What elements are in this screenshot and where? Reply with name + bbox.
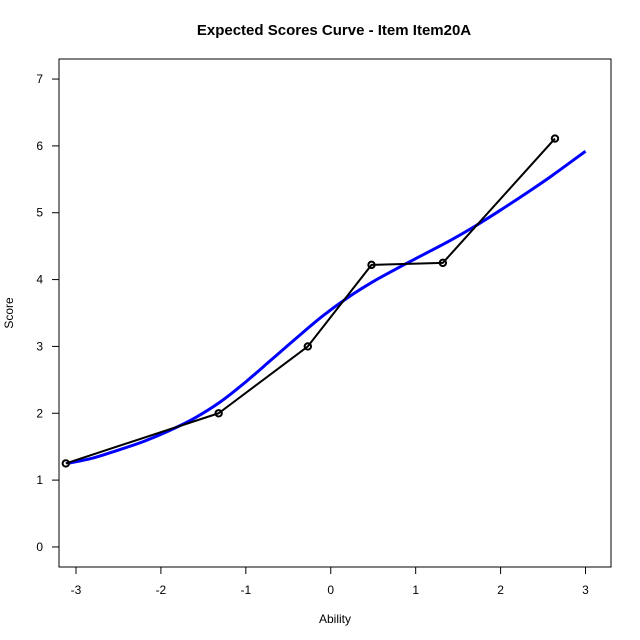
y-tick-label: 3 — [36, 339, 43, 353]
observed-score-point — [367, 260, 376, 270]
y-tick-label: 5 — [36, 206, 43, 220]
y-tick-label: 1 — [36, 473, 43, 487]
x-tick-label: 1 — [412, 583, 419, 597]
y-tick-label: 7 — [36, 72, 43, 86]
y-axis: 0 1 2 3 4 5 6 7 — [36, 72, 59, 554]
x-tick-label: 3 — [582, 583, 589, 597]
x-tick-label: 2 — [497, 583, 504, 597]
y-tick-label: 2 — [36, 406, 43, 420]
y-tick-label: 6 — [36, 139, 43, 153]
observed-score-point — [303, 342, 313, 351]
observed-score-line — [65, 137, 556, 465]
y-tick-label: 0 — [36, 540, 43, 554]
x-axis-label: Ability — [319, 612, 351, 626]
x-tick-label: -3 — [71, 583, 82, 597]
y-tick-label: 4 — [36, 273, 43, 287]
observed-score-point — [438, 258, 448, 268]
observed-score-point — [550, 134, 560, 143]
expected-score-curve — [67, 150, 587, 465]
x-tick-label: 0 — [327, 583, 334, 597]
y-axis-label: Score — [2, 297, 16, 329]
observed-score-point — [61, 459, 70, 468]
x-axis: -3 -2 -1 0 1 2 3 — [71, 567, 589, 597]
plot-frame — [58, 58, 612, 568]
x-tick-label: -1 — [240, 583, 251, 597]
observed-score-point — [214, 409, 223, 418]
series-layer — [61, 134, 587, 468]
x-tick-label: -2 — [156, 583, 167, 597]
chart-title: Expected Scores Curve - Item Item20A — [197, 22, 471, 39]
